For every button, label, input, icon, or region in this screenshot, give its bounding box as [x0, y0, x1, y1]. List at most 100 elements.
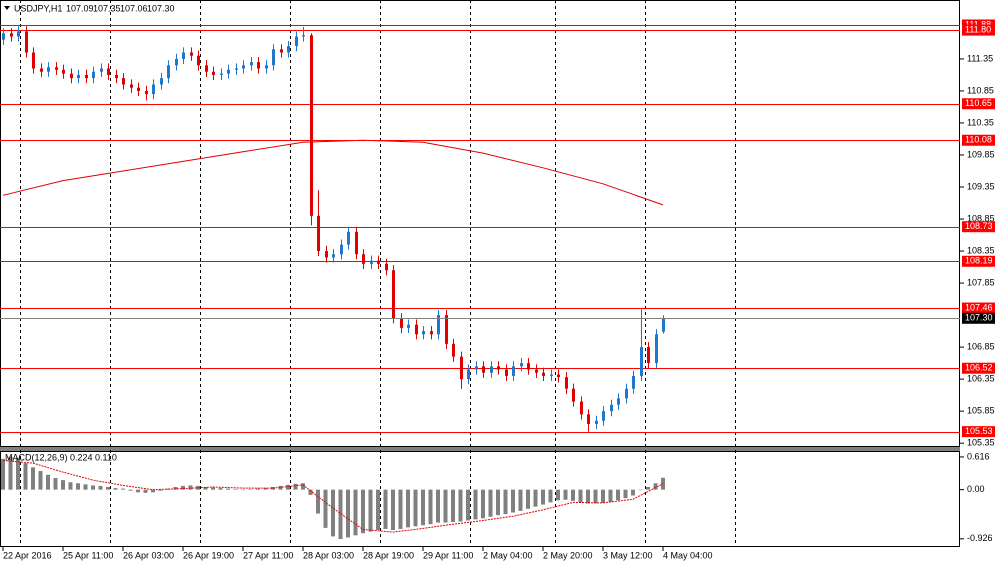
candle-body — [310, 35, 313, 216]
candle-body — [520, 363, 523, 367]
candle-body — [325, 251, 328, 258]
ohlc-open: 107.09 — [66, 3, 94, 13]
panel-divider — [0, 447, 960, 451]
macd-bar — [563, 489, 568, 500]
candle-body — [205, 65, 208, 72]
candle-body — [70, 73, 73, 79]
macd-bar — [391, 489, 395, 531]
macd-bar — [526, 489, 530, 509]
macd-bar — [151, 489, 155, 493]
macd-bar — [31, 467, 35, 490]
candle-body — [115, 74, 118, 79]
candle-body — [190, 52, 193, 56]
macd-bar — [263, 488, 268, 490]
macd-bar — [428, 489, 433, 525]
candle-body — [355, 231, 358, 255]
candle-body — [527, 363, 530, 370]
candle-body — [302, 35, 305, 37]
indicator-panel-frame — [0, 451, 960, 547]
candle-body — [430, 331, 433, 335]
macd-bar — [623, 489, 628, 499]
macd-bar — [503, 489, 508, 515]
macd-bar — [143, 489, 148, 493]
macd-bar — [1, 458, 5, 490]
level-label: 107.46 — [965, 302, 993, 312]
macd-bar — [436, 489, 440, 523]
macd-bar — [458, 489, 463, 522]
macd-bar — [653, 483, 658, 490]
candle-body — [587, 414, 590, 424]
macd-bar — [601, 489, 605, 503]
macd-bar — [368, 489, 373, 532]
macd-bar — [233, 489, 238, 490]
candle-body — [452, 343, 455, 357]
candle-body — [137, 87, 140, 91]
candle-body — [647, 347, 650, 364]
macd-bar — [466, 489, 470, 521]
macd-bar — [61, 480, 65, 490]
macd-bar — [83, 484, 88, 490]
macd-bar — [293, 483, 298, 490]
level-label-box — [962, 24, 995, 36]
candle-body — [295, 36, 298, 47]
x-tick-label: 28 Apr 19:00 — [363, 550, 414, 560]
macd-bar — [608, 489, 613, 502]
candle-body — [370, 260, 373, 264]
level-label-box — [962, 221, 995, 233]
candle-body — [212, 71, 215, 75]
indicator-y-tick-label: 0.616 — [967, 451, 990, 461]
indicator-y-tick-label: -0.926 — [967, 533, 993, 543]
y-tick-label: 106.85 — [967, 341, 995, 351]
macd-bar — [76, 483, 80, 490]
candle-body — [572, 388, 575, 402]
menu-triangle — [4, 6, 10, 10]
candle-body — [197, 55, 200, 66]
candle-body — [107, 68, 110, 75]
candle-body — [557, 374, 560, 378]
candle-body — [160, 78, 163, 85]
current-price-box — [962, 312, 995, 324]
macd-bar — [98, 485, 103, 490]
macd-bar — [586, 489, 590, 504]
macd-bar — [518, 489, 523, 511]
candle-body — [512, 366, 515, 376]
candle-body — [445, 315, 448, 344]
macd-bar — [158, 489, 163, 491]
candle-body — [272, 49, 275, 66]
candle-body — [10, 33, 13, 37]
macd-bar — [451, 489, 455, 523]
x-tick-label: 3 May 12:00 — [603, 550, 653, 560]
candle-body — [130, 84, 133, 88]
y-tick-label: 107.85 — [967, 277, 995, 287]
macd-bar — [226, 488, 230, 490]
candle-body — [47, 67, 50, 72]
candle-body — [377, 260, 380, 264]
indicator-y-tick-label: 0.00 — [967, 484, 985, 494]
candle-body — [497, 366, 500, 370]
candle-body — [467, 369, 470, 380]
candle-body — [362, 254, 365, 264]
candle-body — [640, 347, 643, 376]
candle-body — [632, 375, 635, 389]
macd-bar — [353, 489, 358, 536]
macd-bar — [571, 489, 575, 501]
macd-bar — [256, 488, 260, 490]
macd-bar — [646, 487, 650, 490]
macd-bar — [533, 489, 538, 507]
macd-bar — [68, 482, 73, 490]
y-tick-label: 105.35 — [967, 438, 995, 448]
candle-body — [32, 52, 35, 69]
x-tick-label: 22 Apr 2016 — [3, 550, 52, 560]
macd-bar — [323, 489, 328, 528]
candle-body — [437, 315, 440, 335]
y-tick-label: 106.35 — [967, 373, 995, 383]
level-label: 111.88 — [965, 19, 991, 29]
macd-bar — [173, 487, 178, 490]
macd-bar — [248, 489, 253, 490]
candle-body — [242, 65, 245, 69]
candle-body — [257, 62, 260, 69]
level-label: 110.08 — [965, 135, 992, 145]
candle-body — [400, 318, 403, 328]
